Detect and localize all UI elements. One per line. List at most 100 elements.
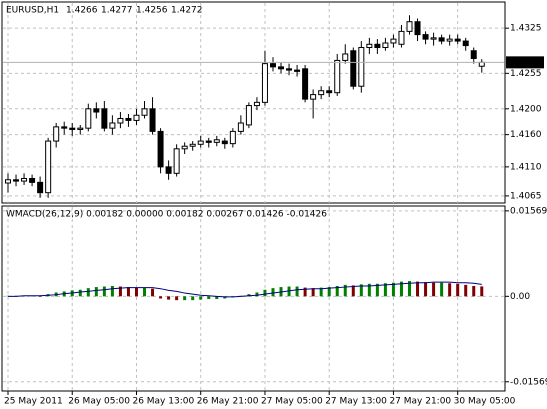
histogram-bar <box>416 281 420 297</box>
candle-body <box>342 53 349 61</box>
symbol-title: EURUSD,H1 <box>6 6 59 16</box>
histogram-bar <box>343 284 347 297</box>
candle-body <box>109 122 116 129</box>
candle-body <box>5 179 11 184</box>
x-tick-label: 26 May 13:00 <box>132 397 194 407</box>
y-tick-label: 1.4200 <box>510 104 542 114</box>
candle-body <box>278 66 285 70</box>
histogram-bar <box>327 287 331 297</box>
x-tick-label: 30 May 05:00 <box>454 397 516 407</box>
histogram-bar <box>263 289 267 297</box>
histogram-bar <box>215 296 219 300</box>
candle-body <box>141 108 148 116</box>
candle-body <box>422 34 429 40</box>
histogram-bar <box>424 282 428 297</box>
candle-body <box>165 166 172 174</box>
candle-body <box>334 59 341 94</box>
histogram-bar <box>199 296 203 300</box>
signal-line <box>8 281 482 298</box>
histogram-bar <box>480 286 484 297</box>
histogram-bar <box>255 292 259 297</box>
x-tick-label: 27 May 21:00 <box>389 397 451 407</box>
histogram-bar <box>448 283 452 297</box>
candle-body <box>326 90 333 94</box>
histogram-bar <box>472 285 476 297</box>
histogram-bar <box>391 282 395 297</box>
x-tick-label: 26 May 05:00 <box>68 397 130 407</box>
y-tick-label: 1.4110 <box>510 162 542 172</box>
histogram-bar <box>367 283 371 297</box>
candle-body <box>85 108 92 129</box>
candle-body <box>358 47 365 87</box>
candle-body <box>205 140 212 143</box>
candle-body <box>406 21 413 32</box>
candle-body <box>286 68 293 71</box>
candle-body <box>382 42 389 49</box>
candle-body <box>470 50 477 59</box>
candle-body <box>446 38 453 42</box>
candle-body <box>69 127 76 130</box>
histogram-bar <box>94 287 98 297</box>
histogram-bar <box>78 289 82 297</box>
histogram-bar <box>351 285 355 297</box>
candle-body <box>229 130 236 145</box>
candle-body <box>318 90 325 96</box>
histogram-bar <box>335 285 339 297</box>
candle-body <box>133 114 140 121</box>
indicator-pane <box>1 205 506 392</box>
histogram-bar <box>375 283 379 297</box>
histogram-bar <box>456 283 460 297</box>
candle-body <box>374 43 381 49</box>
high-value: 1.4277 <box>101 6 133 16</box>
candle-body <box>454 38 461 42</box>
histogram-bar <box>311 288 315 297</box>
candle-body <box>53 126 60 142</box>
histogram-bar <box>110 285 114 297</box>
candle-body <box>173 148 180 174</box>
candle-body <box>125 117 132 121</box>
x-tick-label: 27 May 05:00 <box>261 397 323 407</box>
candle-body <box>310 94 317 100</box>
histogram-bar <box>303 287 307 297</box>
histogram-bar <box>167 296 171 300</box>
grid <box>3 3 504 390</box>
histogram-bar <box>399 281 403 297</box>
histogram-bar <box>383 283 387 297</box>
x-tick-label: 25 May 2011 <box>4 397 63 407</box>
histogram-bar <box>207 296 211 300</box>
candle-body <box>302 68 309 100</box>
histogram-bar <box>175 296 179 301</box>
candle-body <box>61 126 68 129</box>
candle-body <box>181 145 188 150</box>
candle-body <box>261 63 268 103</box>
price-box <box>506 56 544 69</box>
y-tick-label: -0.01569 <box>510 377 547 387</box>
candle-body <box>93 108 100 113</box>
histogram-bar <box>440 282 444 297</box>
candle-body <box>245 105 252 126</box>
candle-body <box>438 37 445 42</box>
candle-body <box>77 127 84 130</box>
histogram-bar <box>38 296 42 297</box>
histogram-bar <box>151 288 155 297</box>
candle-body <box>294 69 301 72</box>
candle-body <box>197 140 204 145</box>
histogram-bar <box>183 296 187 301</box>
histogram-bar <box>134 287 138 297</box>
candle-body <box>189 143 196 147</box>
candle-body <box>366 43 373 49</box>
candle-body <box>221 140 228 145</box>
candle-body <box>37 181 44 194</box>
marks <box>3 15 504 301</box>
histogram-bar <box>223 296 227 299</box>
candle-body <box>21 177 28 182</box>
indicator-title: WMACD(26,12,9) 0.00182 0.00000 0.00182 0… <box>6 210 327 220</box>
candle-body <box>462 40 469 47</box>
candle-body <box>13 179 20 182</box>
x-tick-label: 26 May 21:00 <box>197 397 259 407</box>
y-tick-label: 1.4160 <box>510 130 542 140</box>
low-value: 1.4256 <box>136 6 168 16</box>
x-tick-label: 27 May 13:00 <box>325 397 387 407</box>
candle-body <box>237 122 244 132</box>
histogram-bar <box>271 288 275 297</box>
